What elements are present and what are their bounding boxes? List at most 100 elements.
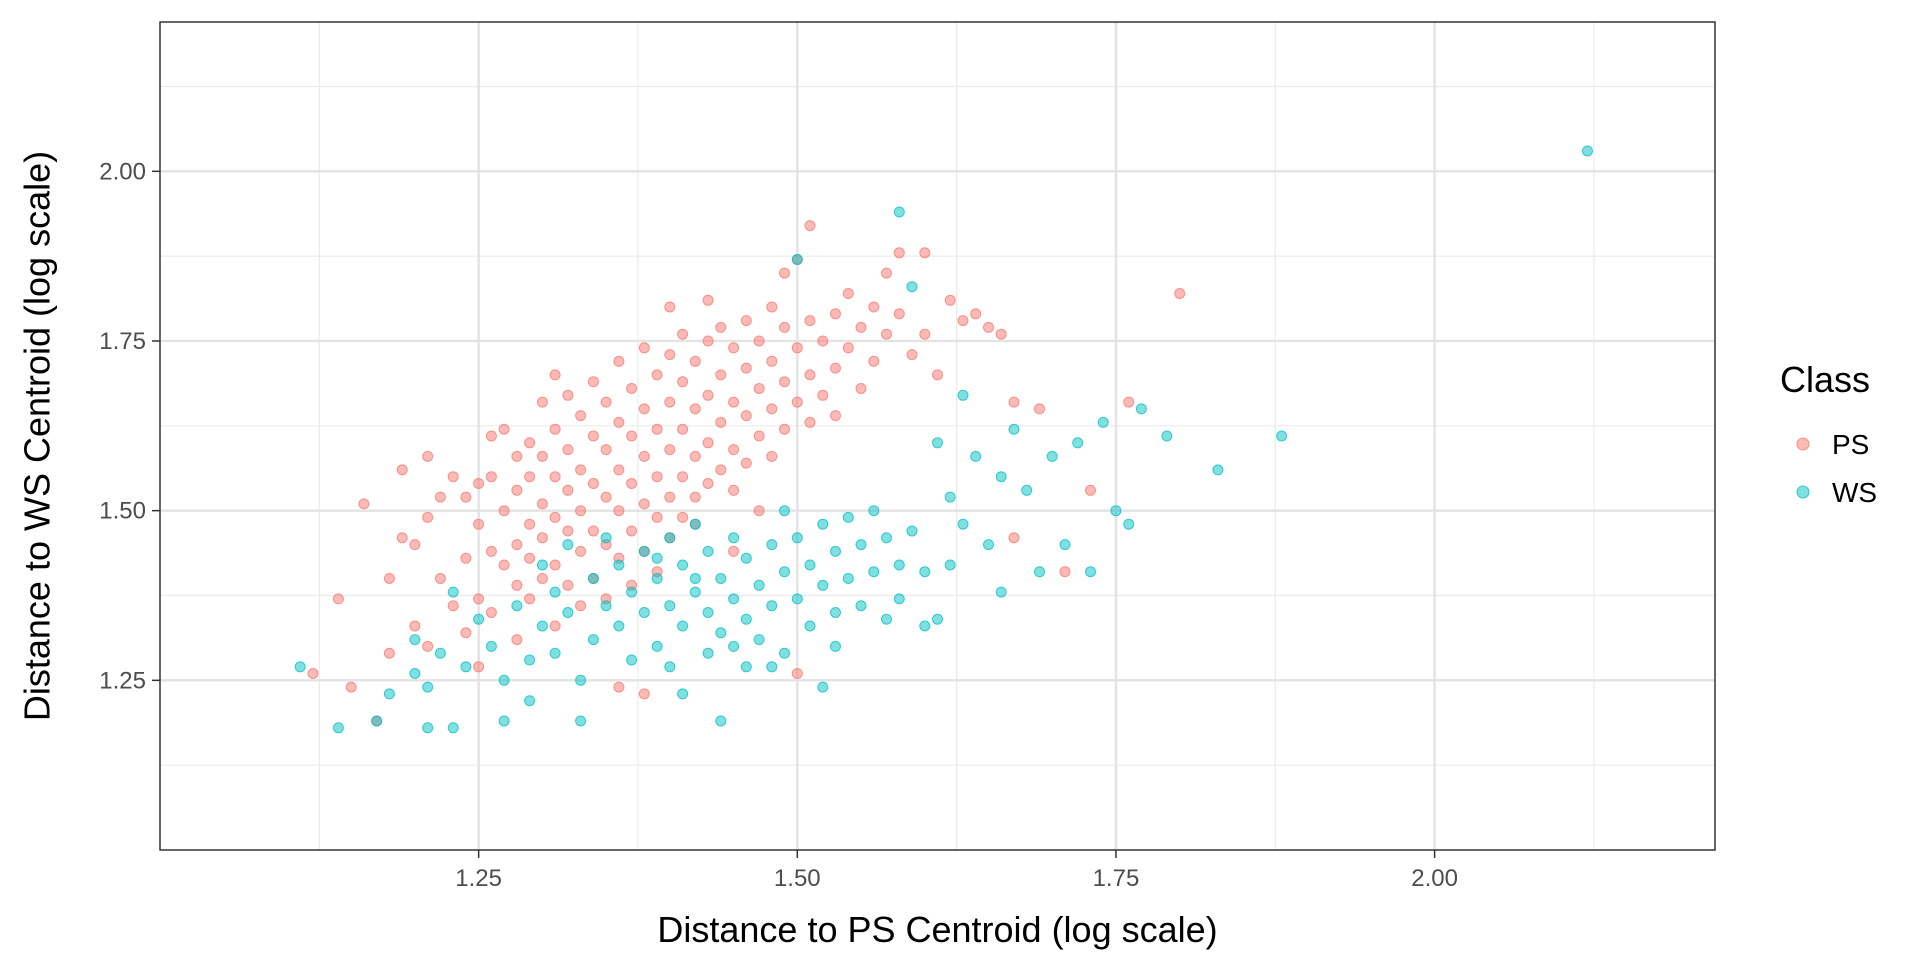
- data-point-ps: [702, 294, 714, 306]
- data-point-ps: [613, 505, 625, 517]
- data-point-ps: [498, 505, 510, 517]
- data-point-ps: [549, 423, 561, 435]
- data-point-ps: [995, 328, 1007, 340]
- data-point-ps: [396, 464, 408, 476]
- data-point-ws: [536, 559, 548, 571]
- data-point-ps: [1008, 532, 1020, 544]
- data-point-ps: [549, 620, 561, 632]
- data-point-ps: [689, 450, 701, 462]
- data-point-ps: [383, 573, 395, 584]
- data-point-ws: [817, 579, 829, 591]
- legend-title: Class: [1780, 359, 1870, 400]
- data-point-ps: [396, 532, 408, 544]
- data-point-ws: [1008, 423, 1020, 435]
- data-point-ps: [536, 573, 548, 584]
- data-point-ps: [473, 593, 485, 605]
- data-point-ws: [524, 695, 536, 707]
- data-point-ps: [524, 471, 536, 483]
- data-point-ws: [600, 532, 612, 544]
- data-point-ps: [638, 342, 650, 354]
- data-point-ps: [677, 471, 689, 483]
- data-point-ps: [358, 498, 370, 510]
- data-point-ws: [740, 613, 752, 625]
- data-point-ps: [383, 647, 395, 659]
- data-point-ws: [1582, 145, 1593, 157]
- data-point-ps: [906, 349, 918, 361]
- data-point-ps: [549, 511, 561, 523]
- data-point-ws: [804, 559, 816, 571]
- data-point-ps: [511, 539, 523, 551]
- data-point-ws: [409, 668, 421, 679]
- y-axis-title: Distance to WS Centroid (log scale): [17, 151, 58, 721]
- data-point-ws: [664, 600, 676, 612]
- data-point-ws: [804, 620, 816, 632]
- y-tick-label: 1.50: [99, 498, 146, 525]
- data-point-ps: [562, 525, 574, 537]
- data-point-ps: [1059, 566, 1071, 578]
- data-point-ps: [511, 634, 523, 646]
- data-point-ws: [970, 450, 982, 462]
- data-point-ws: [294, 661, 306, 673]
- data-point-ws: [498, 715, 510, 727]
- data-point-ps: [447, 471, 459, 483]
- data-point-ws: [728, 593, 740, 605]
- data-point-ws: [613, 559, 625, 571]
- data-point-ps: [536, 396, 548, 408]
- data-point-ps: [702, 335, 714, 347]
- data-point-ws: [1046, 450, 1058, 462]
- data-point-ws: [728, 532, 740, 544]
- data-point-ws: [511, 600, 523, 612]
- data-point-ws: [791, 593, 803, 605]
- data-point-ps: [600, 444, 612, 456]
- data-point-ps: [447, 600, 459, 612]
- data-point-ws: [1212, 464, 1224, 476]
- data-point-ws: [715, 715, 727, 727]
- x-tick-label: 2.00: [1411, 865, 1458, 892]
- data-point-ws: [906, 525, 918, 537]
- data-point-ps: [919, 328, 931, 340]
- data-point-ws: [587, 573, 599, 584]
- data-point-ps: [1034, 403, 1045, 415]
- data-point-ps: [562, 579, 574, 591]
- data-point-ws: [524, 654, 536, 666]
- data-point-ws: [715, 573, 727, 584]
- data-point-ws: [842, 511, 854, 523]
- data-point-ps: [511, 450, 523, 462]
- data-point-ws: [575, 674, 587, 686]
- data-point-ws: [1072, 437, 1084, 449]
- grid: [160, 22, 1715, 850]
- data-point-ws: [1085, 566, 1096, 578]
- data-point-ws: [715, 627, 727, 639]
- data-point-ws: [677, 688, 689, 700]
- data-point-ps: [842, 288, 854, 299]
- data-point-ws: [766, 661, 778, 673]
- data-point-ps: [728, 484, 740, 496]
- data-point-ps: [728, 444, 740, 456]
- data-point-ws: [740, 552, 752, 564]
- data-point-ps: [689, 491, 701, 503]
- legend-label-ps: PS: [1832, 429, 1869, 460]
- data-point-ws: [957, 518, 969, 530]
- y-tick-label: 1.75: [99, 328, 146, 355]
- data-point-ws: [868, 566, 880, 578]
- data-point-ps: [524, 552, 536, 564]
- data-point-ws: [371, 715, 383, 727]
- data-point-ws: [549, 586, 561, 598]
- data-point-ws: [932, 437, 943, 449]
- data-point-ws: [995, 586, 1007, 598]
- data-point-ws: [842, 573, 854, 584]
- data-point-ws: [791, 532, 803, 544]
- data-point-ps: [740, 315, 752, 327]
- data-point-ps: [485, 471, 497, 483]
- data-point-ws: [1276, 430, 1288, 442]
- data-point-ps: [664, 491, 676, 503]
- data-point-ps: [562, 484, 574, 496]
- data-point-ps: [753, 430, 765, 442]
- data-point-ps: [702, 478, 714, 489]
- data-point-ps: [677, 328, 689, 340]
- data-point-ps: [753, 383, 765, 394]
- data-point-ps: [715, 416, 727, 428]
- data-point-ps: [524, 437, 536, 449]
- data-point-ps: [766, 403, 778, 415]
